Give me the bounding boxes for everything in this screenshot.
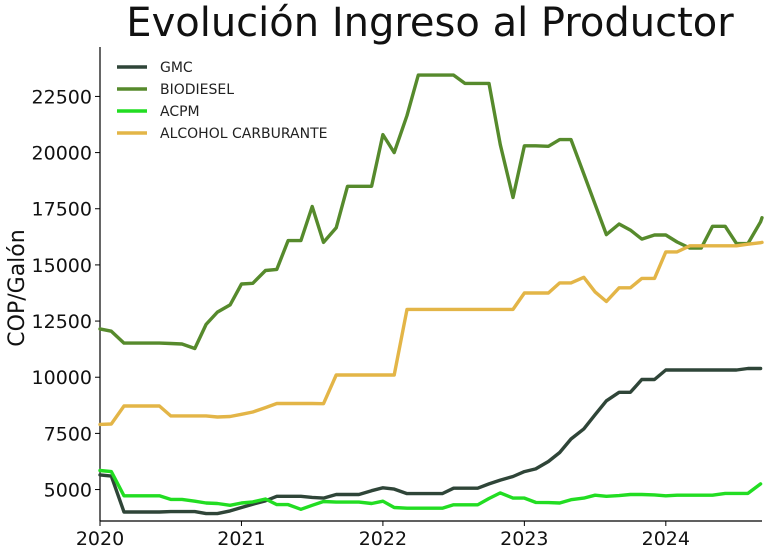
- y-axis-label: COP/Galón: [5, 229, 30, 346]
- plot-area: 2020 2021 2022 2023 2024 5000 7500 10000 12500 1…: [32, 47, 764, 550]
- x-axis-ticks: 2020 2021 2022 2023 2024: [76, 521, 690, 550]
- series-lines: [98, 73, 764, 516]
- legend-label-gmc: GMC: [160, 60, 193, 76]
- y-tick-label: 22500: [32, 86, 92, 108]
- legend-label-acpm: ACPM: [160, 104, 200, 120]
- y-tick-label: 12500: [32, 311, 92, 333]
- x-tick-label: 2020: [76, 528, 124, 550]
- series-line-gmc: [98, 366, 763, 516]
- x-tick-label: 2023: [500, 528, 548, 550]
- legend: GMC BIODIESEL ACPM ALCOHOL CARBURANTE: [117, 60, 328, 142]
- legend-label-biodiesel: BIODIESEL: [160, 82, 234, 98]
- y-tick-label: 7500: [44, 423, 92, 445]
- series-line-biodiesel: [98, 73, 764, 351]
- series-line-alcohol-carburante: [98, 240, 764, 427]
- chart-title: Evolución Ingreso al Productor: [126, 0, 734, 46]
- x-tick-label: 2024: [642, 528, 690, 550]
- x-tick-label: 2021: [217, 528, 265, 550]
- y-tick-label: 10000: [32, 367, 92, 389]
- legend-label-alcohol-carburante: ALCOHOL CARBURANTE: [160, 126, 328, 142]
- y-tick-label: 5000: [44, 480, 92, 502]
- y-tick-label: 17500: [32, 199, 92, 221]
- x-tick-label: 2022: [359, 528, 407, 550]
- y-tick-label: 20000: [32, 143, 92, 165]
- series-line-acpm: [98, 468, 763, 511]
- y-axis-ticks: 5000 7500 10000 12500 15000 17500 20000 22500: [32, 86, 100, 502]
- y-tick-label: 15000: [32, 255, 92, 277]
